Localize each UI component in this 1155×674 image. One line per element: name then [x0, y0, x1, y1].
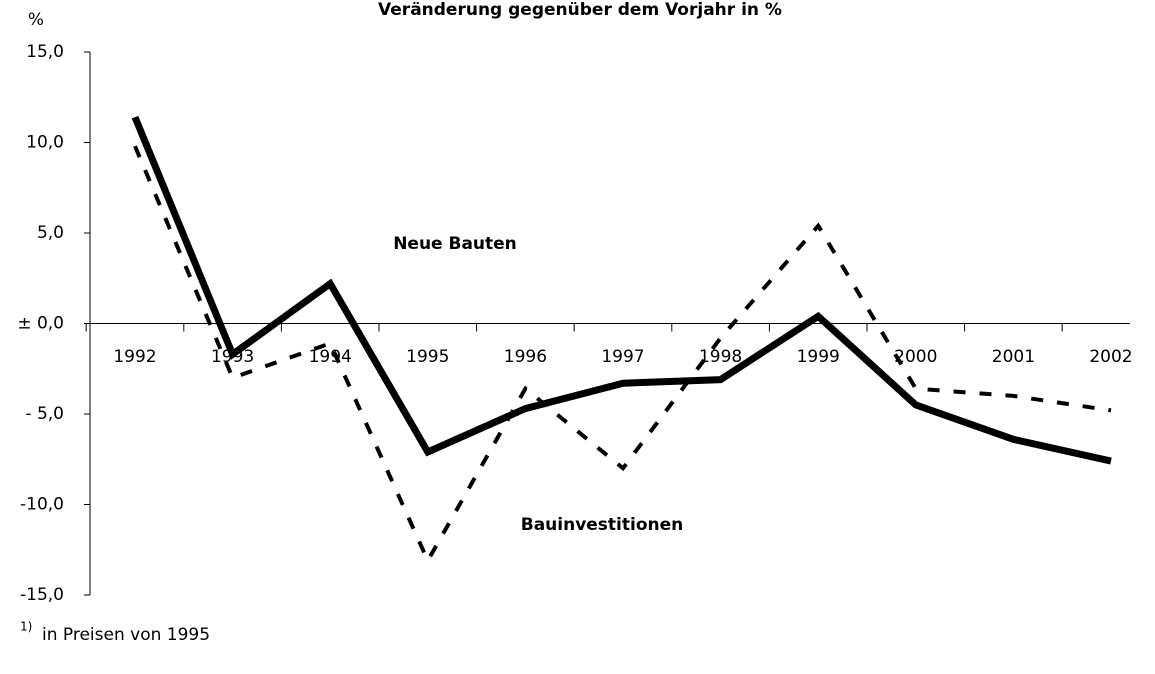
series-label: Bauinvestitionen: [521, 515, 684, 535]
y-axis-label: %: [28, 10, 44, 30]
footnote-marker: 1): [20, 620, 32, 634]
footnote: in Preisen von 1995: [42, 625, 210, 645]
x-tick-label: 1992: [113, 347, 156, 367]
y-tick-label: - 5,0: [25, 404, 64, 424]
x-tick-label: 2002: [1089, 347, 1132, 367]
y-tick-label: 10,0: [26, 133, 64, 153]
series-line: [133, 145, 1112, 566]
x-tick-label: 2001: [992, 347, 1035, 367]
y-tick-label: -15,0: [20, 585, 64, 605]
chart-title: Veränderung gegenüber dem Vorjahr in %: [378, 0, 782, 20]
y-tick-label: 15,0: [26, 42, 64, 62]
y-tick-label: ± 0,0: [17, 314, 64, 334]
x-tick-label: 1999: [797, 347, 840, 367]
x-tick-label: 1996: [504, 347, 547, 367]
y-tick-label: -10,0: [20, 495, 64, 515]
x-tick-label: 1998: [699, 347, 742, 367]
series-label: Neue Bauten: [393, 234, 517, 254]
x-tick-label: 2000: [894, 347, 937, 367]
x-tick-label: 1994: [309, 347, 352, 367]
series-line: [131, 115, 1112, 465]
x-tick-label: 1995: [406, 347, 449, 367]
y-tick-label: 5,0: [37, 223, 64, 243]
x-tick-label: 1997: [601, 347, 644, 367]
